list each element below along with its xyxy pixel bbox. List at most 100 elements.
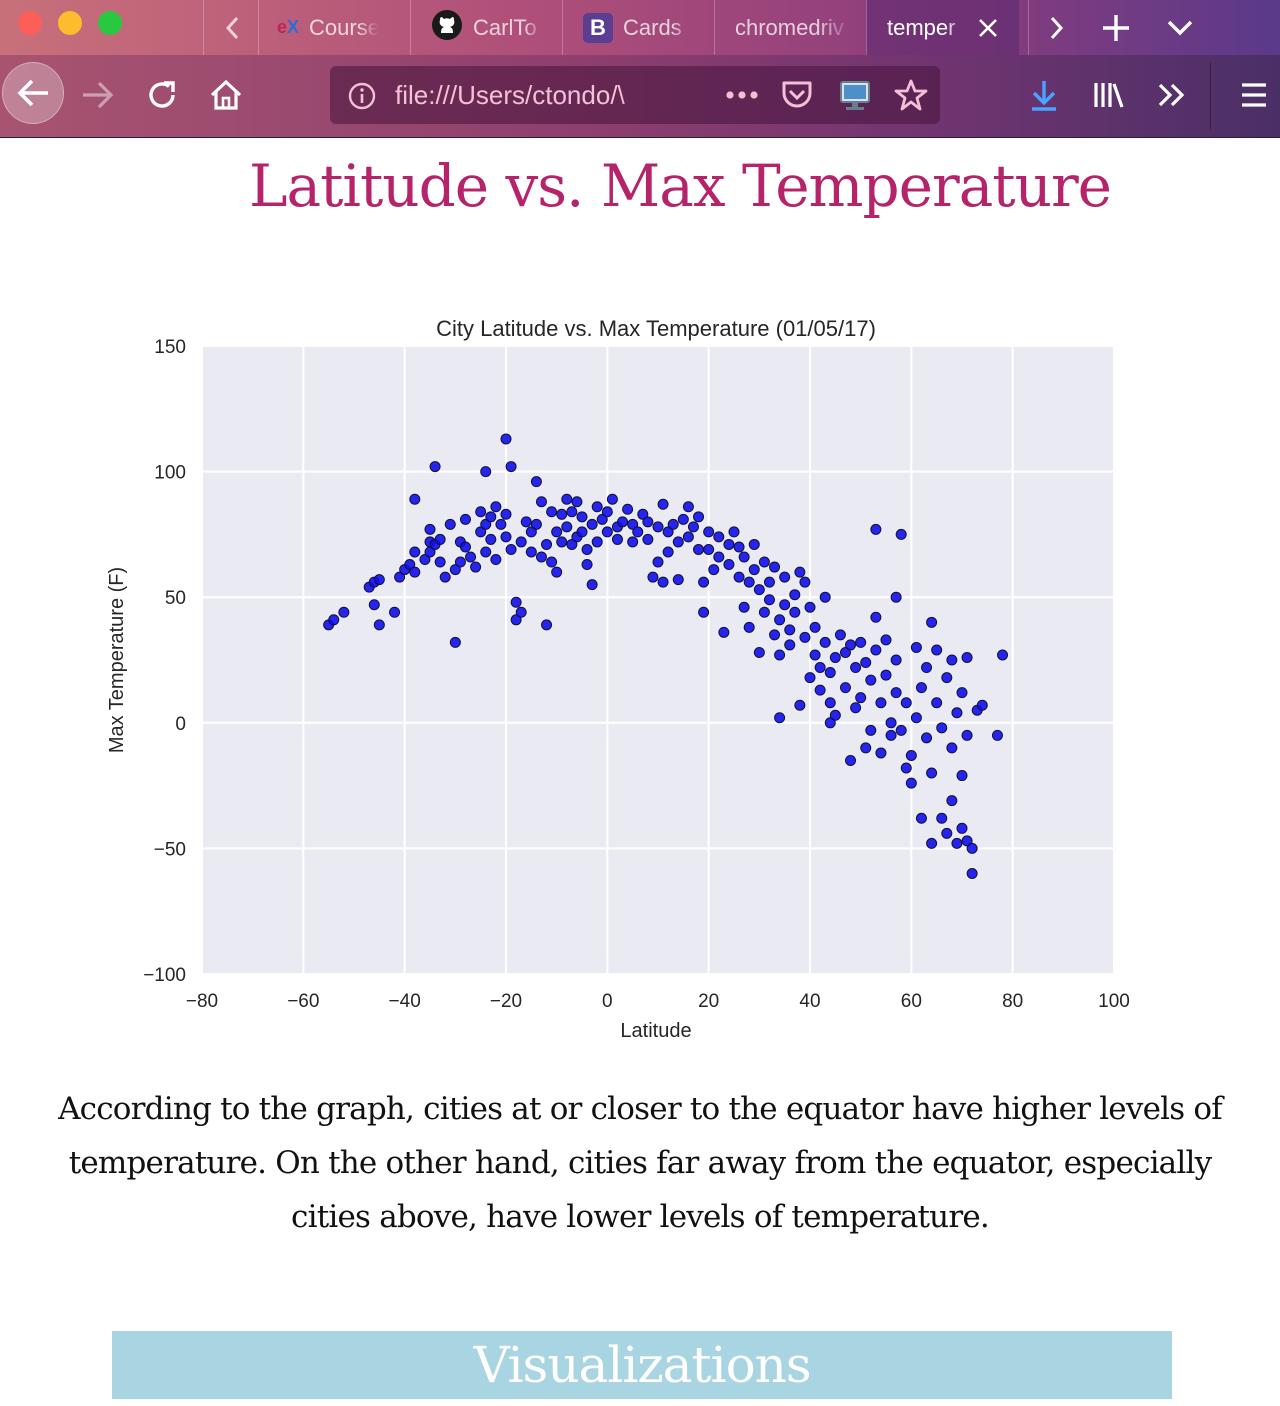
data-point (743, 576, 755, 588)
data-point (946, 654, 958, 666)
data-point (890, 591, 902, 603)
home-button[interactable] (206, 75, 246, 115)
data-point (409, 546, 421, 558)
data-point (611, 533, 623, 545)
close-tab-icon[interactable] (977, 17, 999, 39)
plot-background (202, 346, 1114, 974)
tab-temperature[interactable]: temper (866, 0, 1019, 55)
tab-edx-course[interactable]: eX Course (258, 0, 411, 55)
data-point (394, 571, 406, 583)
data-point (419, 554, 431, 566)
data-point (774, 649, 786, 661)
data-point (515, 606, 527, 618)
data-point (535, 496, 547, 508)
more-actions-icon[interactable] (725, 90, 759, 100)
data-point (875, 697, 887, 709)
data-point (738, 551, 750, 563)
data-point (779, 599, 791, 611)
close-window-icon[interactable] (18, 11, 42, 35)
data-point (774, 712, 786, 724)
data-point (850, 662, 862, 674)
reload-button[interactable] (142, 75, 182, 115)
data-point (850, 702, 862, 714)
hamburger-menu-button[interactable] (1234, 75, 1274, 115)
x-axis-label: Latitude (620, 1020, 691, 1042)
x-tick-label: 20 (698, 991, 719, 1012)
minimize-window-icon[interactable] (58, 11, 82, 35)
data-point (753, 646, 765, 658)
data-point (698, 576, 710, 588)
data-point (429, 461, 441, 473)
bookmark-star-icon[interactable] (894, 78, 928, 112)
data-point (434, 533, 446, 545)
data-point (682, 531, 694, 543)
y-tick-label: 50 (165, 588, 186, 609)
data-point (865, 724, 877, 736)
info-icon[interactable] (348, 82, 376, 110)
zoom-window-icon[interactable] (98, 11, 122, 35)
data-point (941, 672, 953, 684)
forward-button[interactable] (78, 75, 118, 115)
new-tab-button[interactable] (1088, 0, 1144, 55)
tab-chromedriver[interactable]: chromedriv (714, 0, 867, 55)
data-point (895, 724, 907, 736)
data-point (758, 606, 770, 618)
hamburger-menu-icon (1242, 83, 1266, 107)
data-point (434, 556, 446, 568)
download-icon (1032, 81, 1056, 111)
pocket-icon[interactable] (780, 79, 814, 111)
data-point (475, 526, 487, 538)
data-point (799, 631, 811, 643)
address-bar[interactable]: file:///Users/ctondo/\ (330, 66, 940, 124)
data-point (480, 546, 492, 558)
data-point (738, 601, 750, 613)
data-point (723, 538, 735, 550)
chevron-down-icon (1167, 20, 1193, 35)
visualizations-banner[interactable]: Visualizations (112, 1331, 1172, 1399)
data-point (373, 619, 385, 631)
data-point (885, 717, 897, 729)
data-point (465, 551, 477, 563)
screenshot-icon[interactable] (838, 78, 872, 112)
data-point (373, 574, 385, 586)
data-point (748, 564, 760, 576)
scroll-tabs-left-button[interactable] (203, 0, 259, 55)
overflow-menu-button[interactable] (1152, 75, 1192, 115)
data-point (997, 649, 1009, 661)
data-point (910, 712, 922, 724)
data-point (931, 697, 943, 709)
data-point (535, 551, 547, 563)
data-point (926, 616, 938, 628)
back-button[interactable] (2, 62, 64, 124)
data-point (530, 476, 542, 488)
y-tick-label: 0 (175, 714, 186, 735)
data-point (389, 606, 401, 618)
data-point (895, 528, 907, 540)
data-point (753, 584, 765, 596)
downloads-button[interactable] (1024, 75, 1064, 115)
data-point (951, 837, 963, 849)
scroll-tabs-right-button[interactable] (1028, 0, 1084, 55)
data-point (703, 526, 715, 538)
grid-lines (201, 345, 1115, 975)
data-point (733, 571, 745, 583)
data-point (591, 501, 603, 513)
data-point (763, 594, 775, 606)
data-point (485, 533, 497, 545)
list-all-tabs-button[interactable] (1150, 0, 1210, 55)
data-point (890, 654, 902, 666)
tab-bootstrap-cards[interactable]: B Cards (562, 0, 715, 55)
data-point (596, 513, 608, 525)
library-button[interactable] (1088, 75, 1128, 115)
url-text[interactable]: file:///Users/ctondo/\ (395, 80, 625, 110)
chevron-left-icon (225, 16, 238, 39)
data-point (693, 511, 705, 523)
data-point (961, 651, 973, 663)
data-point (814, 684, 826, 696)
tab-github[interactable]: CarlTo (410, 0, 563, 55)
data-point (966, 868, 978, 880)
data-point (480, 466, 492, 478)
data-point (490, 501, 502, 513)
data-point (865, 674, 877, 686)
data-point (647, 571, 659, 583)
